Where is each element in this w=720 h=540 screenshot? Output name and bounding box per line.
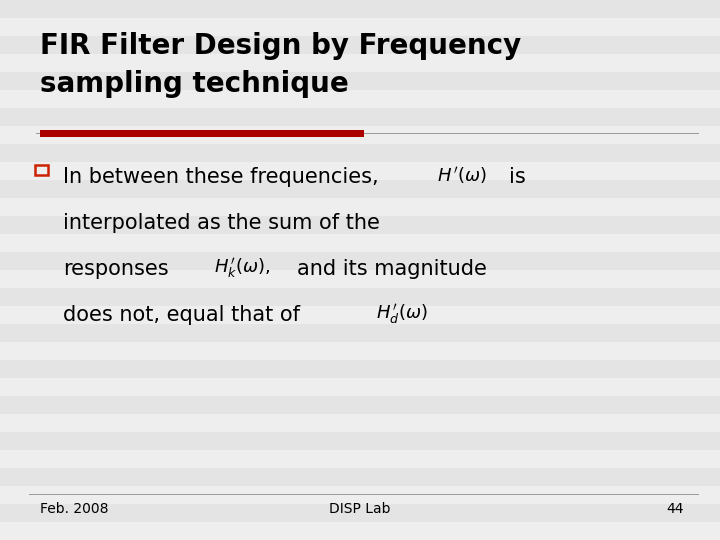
Bar (35, 165, 48, 175)
Bar (0, 306, 720, 324)
Bar (0, 414, 720, 432)
Bar (0, 90, 720, 108)
Bar (0, 126, 720, 144)
Bar (0, 72, 720, 90)
Text: 44: 44 (667, 502, 684, 516)
Text: In between these frequencies,: In between these frequencies, (63, 167, 378, 187)
Bar (0, 144, 720, 162)
Bar (0, 162, 720, 180)
Bar (0, 252, 720, 270)
Bar (0, 0, 720, 18)
Bar (0, 378, 720, 396)
Bar (0, 450, 720, 468)
Text: sampling technique: sampling technique (40, 70, 348, 98)
Text: $H_k^{\,\prime}(\omega),$: $H_k^{\,\prime}(\omega),$ (214, 257, 270, 281)
Bar (0, 216, 720, 234)
Bar (0, 54, 720, 72)
Bar (0, 504, 720, 522)
Bar (0, 234, 720, 252)
Text: $H_d^{\,\prime}(\omega)$: $H_d^{\,\prime}(\omega)$ (376, 303, 428, 327)
Bar (0, 360, 720, 378)
Bar (0, 432, 720, 450)
Bar (0, 36, 720, 54)
Text: is: is (509, 167, 526, 187)
Bar (0, 522, 720, 540)
Text: $H\,'(\omega)$: $H\,'(\omega)$ (437, 165, 487, 186)
Text: responses: responses (63, 259, 168, 279)
Text: DISP Lab: DISP Lab (329, 502, 391, 516)
Text: and its magnitude: and its magnitude (297, 259, 487, 279)
Bar (0, 324, 720, 342)
Bar (0, 288, 720, 306)
Text: FIR Filter Design by Frequency: FIR Filter Design by Frequency (40, 32, 521, 60)
Bar (0, 270, 720, 288)
Bar (0, 198, 720, 216)
Text: does not, equal that of: does not, equal that of (63, 305, 300, 325)
Bar (40, 130, 364, 137)
Bar (0, 468, 720, 486)
Bar (0, 396, 720, 414)
Bar (0, 342, 720, 360)
Text: interpolated as the sum of the: interpolated as the sum of the (63, 213, 379, 233)
Text: Feb. 2008: Feb. 2008 (40, 502, 108, 516)
Bar (0, 180, 720, 198)
Bar (0, 486, 720, 504)
Bar (0, 108, 720, 126)
Bar (0, 18, 720, 36)
